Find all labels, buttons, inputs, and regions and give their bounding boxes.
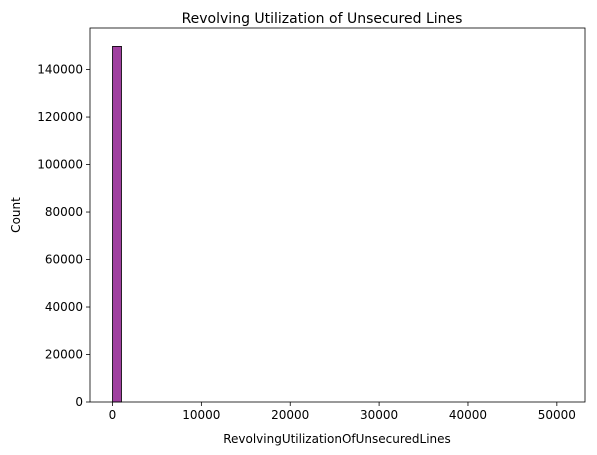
x-tick-label: 30000 — [360, 408, 398, 422]
y-tick-label: 140000 — [37, 63, 83, 77]
y-tick-label: 60000 — [45, 253, 83, 267]
histogram-bar — [112, 46, 122, 403]
y-tick-label: 100000 — [37, 158, 83, 172]
x-tick-label: 40000 — [449, 408, 487, 422]
x-tick-label: 20000 — [271, 408, 309, 422]
y-axis-label: Count — [9, 197, 23, 233]
plot-area — [112, 46, 122, 403]
x-tick-label: 0 — [109, 408, 117, 422]
y-tick-label: 40000 — [45, 300, 83, 314]
x-tick-label: 10000 — [182, 408, 220, 422]
chart-title: Revolving Utilization of Unsecured Lines — [182, 11, 463, 27]
y-tick-label: 120000 — [37, 110, 83, 124]
y-tick-label: 0 — [75, 395, 83, 409]
y-tick-label: 20000 — [45, 348, 83, 362]
x-tick-label: 50000 — [538, 408, 576, 422]
plot-frame — [89, 27, 586, 403]
x-axis-label: RevolvingUtilizationOfUnsecuredLines — [223, 432, 451, 446]
y-tick-label: 80000 — [45, 205, 83, 219]
